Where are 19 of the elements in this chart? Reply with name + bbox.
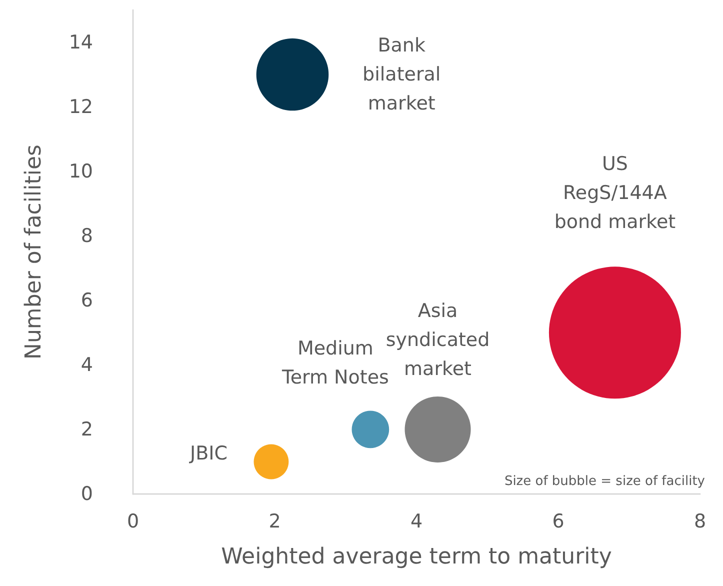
x-tick-label: 2	[268, 510, 281, 532]
x-tick-label: 0	[126, 510, 140, 532]
text: US RegS/144A bond market	[554, 153, 676, 234]
x-axis-title: Weighted average term to maturity	[221, 544, 612, 570]
y-tick-label: 10	[68, 160, 93, 182]
y-tick-label: 8	[80, 224, 93, 247]
x-tick-label: 8	[694, 510, 706, 532]
series-label: Bank bilateral market	[362, 34, 441, 115]
y-tick-label: 12	[68, 96, 93, 118]
y-tick-label: 0	[80, 483, 93, 505]
series-label: JBIC	[188, 442, 228, 465]
x-tick-label: 4	[410, 510, 423, 532]
y-tick-label: 2	[80, 418, 93, 440]
annotation: Size of bubble = size of facility	[504, 474, 706, 489]
y-tick-label: 14	[68, 31, 93, 54]
y-axis-title: Number of facilities	[22, 144, 46, 360]
y-tick-label: 6	[80, 289, 93, 312]
x-tick-label: 6	[552, 510, 564, 532]
y-tick-label: 4	[80, 354, 93, 376]
